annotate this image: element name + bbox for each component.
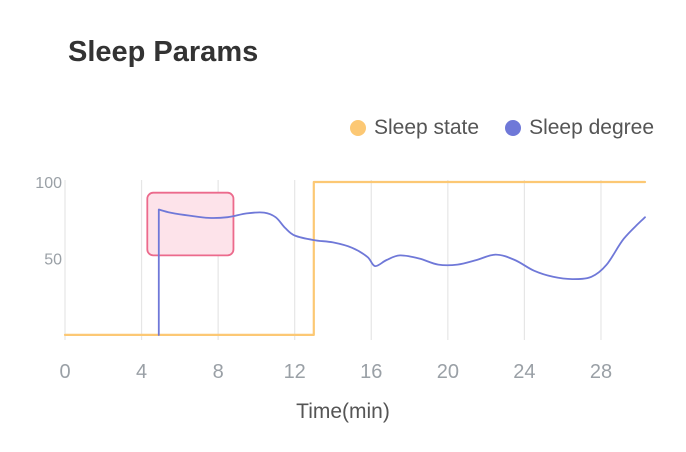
x-tick-label-28: 28	[590, 361, 612, 383]
x-tick-label-8: 8	[213, 361, 224, 383]
series-layer	[63, 180, 647, 336]
chart-legend: Sleep state Sleep degree	[349, 116, 654, 140]
highlight-box	[146, 191, 235, 257]
y-tick-labels: 50 100	[35, 175, 62, 268]
x-tick-label-24: 24	[513, 361, 535, 383]
chart-title: Sleep Params	[68, 36, 259, 68]
x-tick-label-12: 12	[284, 361, 306, 383]
annotation-layer	[146, 191, 235, 257]
legend-item-sleep-degree[interactable]: Sleep degree	[505, 116, 654, 140]
legend-dot-sleep-state	[349, 120, 366, 136]
series-line-sleep-degree	[157, 208, 646, 336]
legend-label-sleep-state: Sleep state	[373, 116, 480, 139]
legend-item-sleep-state[interactable]: Sleep state	[349, 116, 480, 140]
y-tick-label-50: 50	[44, 251, 62, 268]
x-tick-label-0: 0	[59, 361, 70, 383]
legend-dot-sleep-degree	[505, 120, 522, 136]
x-axis-label: Time(min)	[296, 400, 390, 423]
series-line-sleep-state	[63, 180, 647, 336]
legend-label-sleep-degree: Sleep degree	[529, 116, 654, 139]
x-tick-label-16: 16	[360, 361, 382, 383]
y-tick-label-100: 100	[35, 175, 62, 192]
grid-lines	[64, 180, 602, 340]
x-tick-labels: 0 4 8 12 16 20 24 28	[59, 361, 612, 383]
x-tick-label-4: 4	[136, 361, 147, 383]
x-tick-label-20: 20	[437, 361, 459, 383]
